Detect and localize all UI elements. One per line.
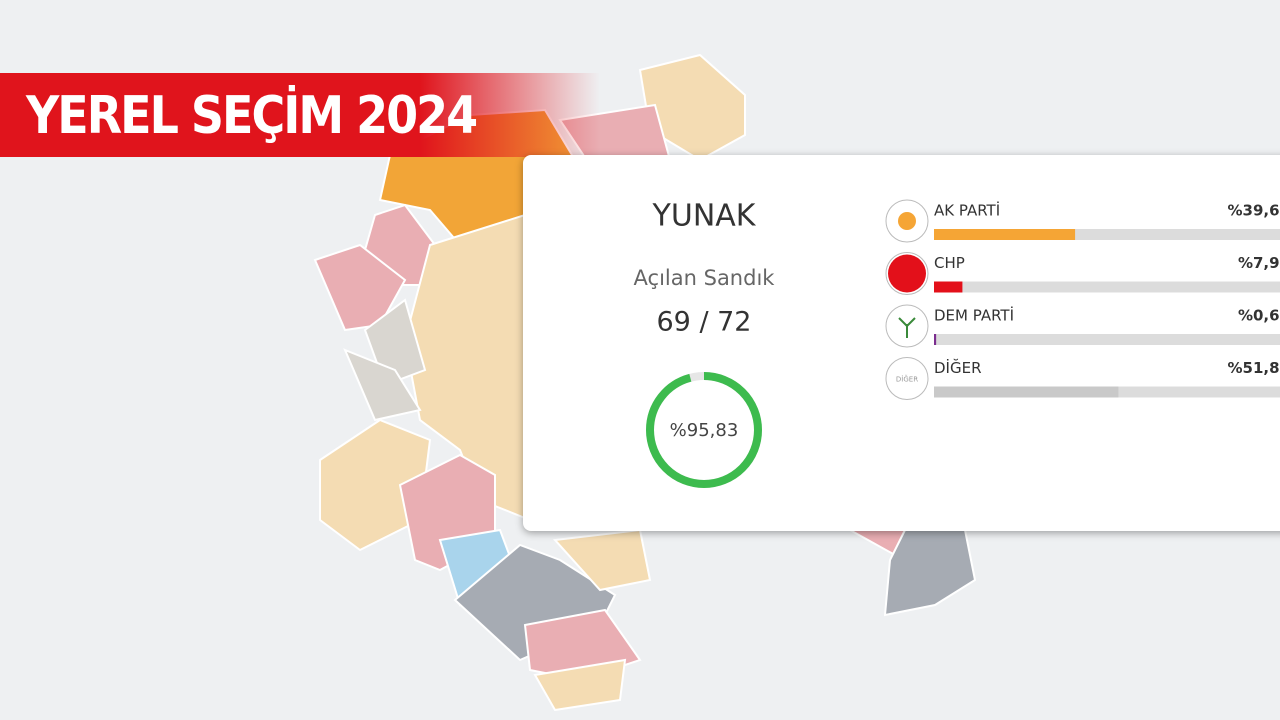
banner: YEREL SEÇİM 2024 (0, 73, 600, 157)
map-region (552, 528, 652, 592)
party-logo (885, 357, 929, 400)
bar-track (934, 334, 1280, 345)
logo-text: DİĞER (896, 375, 918, 384)
vote-bar (934, 334, 937, 345)
party-name: DEM PARTİ (934, 306, 1014, 325)
party-name: AK PARTİ (934, 201, 1000, 220)
map-region (533, 658, 627, 712)
vote-bar (934, 281, 963, 293)
ballot-count: 69 / 72 (657, 307, 752, 338)
result-card: YUNAK Açılan Sandık 69 / 72 %95,83 AK PA… (523, 155, 1280, 531)
ballot-label: Açılan Sandık (634, 266, 776, 290)
logo-disc (888, 254, 926, 293)
vote-bar (934, 229, 1076, 240)
banner-title: YEREL SEÇİM 2024 (26, 85, 478, 146)
map-region (343, 348, 422, 422)
party-name: DİĞER (934, 358, 982, 377)
map-region (883, 529, 977, 617)
party-value: %0,60 (1238, 307, 1280, 325)
party-value: %51,80 (1228, 359, 1280, 377)
map-region (313, 243, 407, 332)
card-content: YUNAK Açılan Sandık 69 / 72 %95,83 AK PA… (634, 199, 1280, 488)
ring-label: %95,83 (670, 420, 739, 441)
logo-bulb (898, 212, 916, 230)
party-name: CHP (934, 254, 965, 272)
vote-bar (934, 386, 1119, 398)
party-value: %39,63 (1228, 202, 1280, 220)
party-value: %7,98 (1238, 254, 1280, 272)
district-name: YUNAK (652, 199, 757, 234)
bar-track (934, 229, 1280, 240)
logo-tree (898, 317, 916, 338)
ring-progress (646, 372, 762, 488)
bar-track (934, 281, 1280, 293)
